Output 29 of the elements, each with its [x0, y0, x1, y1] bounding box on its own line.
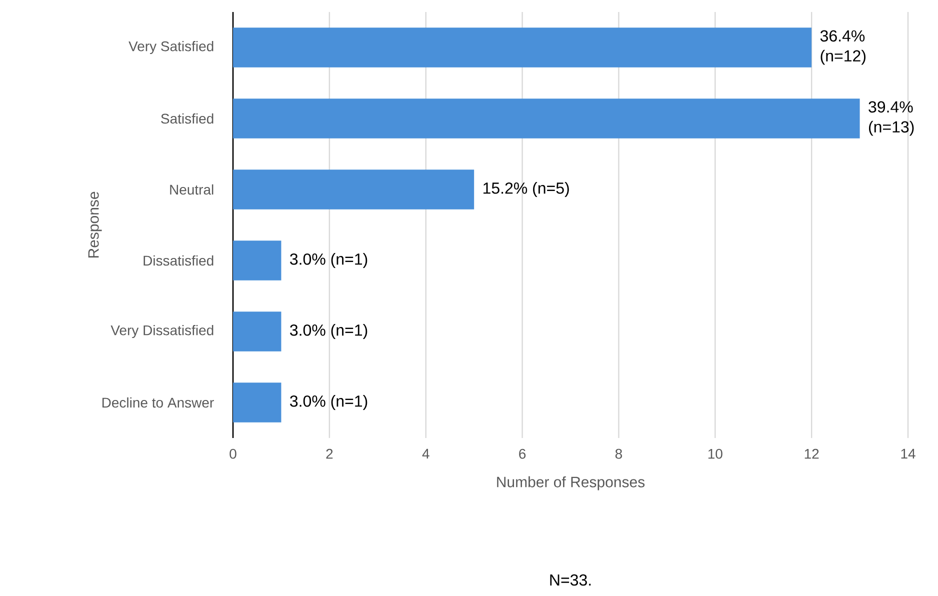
x-tick-label: 12	[804, 448, 819, 459]
x-axis-title: Number of Responses	[497, 476, 645, 490]
bar	[233, 28, 812, 68]
x-tick-label: 0	[230, 448, 236, 459]
x-tick-label: 6	[519, 448, 526, 459]
y-tick-label: Decline to Answer	[102, 397, 214, 408]
y-axis-title: Response	[88, 192, 102, 258]
y-tick-label: Dissatisfied	[144, 255, 214, 266]
x-tick-label: 14	[901, 448, 916, 459]
data-label: 3.0% (n=1)	[290, 253, 368, 268]
x-tick-label: 8	[615, 448, 622, 459]
data-label: 3.0% (n=1)	[290, 324, 368, 339]
text: N=33.	[550, 574, 591, 586]
y-tick-label: Satisfied	[161, 113, 214, 124]
bar	[233, 170, 474, 210]
x-tick-label: 2	[326, 448, 333, 459]
bar	[233, 382, 282, 422]
data-label: 15.2% (n=5)	[483, 182, 569, 197]
y-tick-label: Neutral	[170, 184, 214, 195]
bar	[233, 240, 282, 280]
bar	[233, 312, 282, 352]
bar	[233, 98, 860, 138]
x-tick-label: 10	[708, 448, 722, 459]
x-tick-label: 4	[422, 448, 430, 459]
data-label: 36.4% (n=12)	[820, 30, 866, 65]
data-label: 3.0% (n=1)	[290, 395, 368, 410]
y-tick-label: Very Dissatisfied	[110, 324, 214, 338]
y-tick-label: Very Satisfied	[128, 40, 214, 54]
data-label: 39.4% (n=13)	[868, 101, 914, 136]
